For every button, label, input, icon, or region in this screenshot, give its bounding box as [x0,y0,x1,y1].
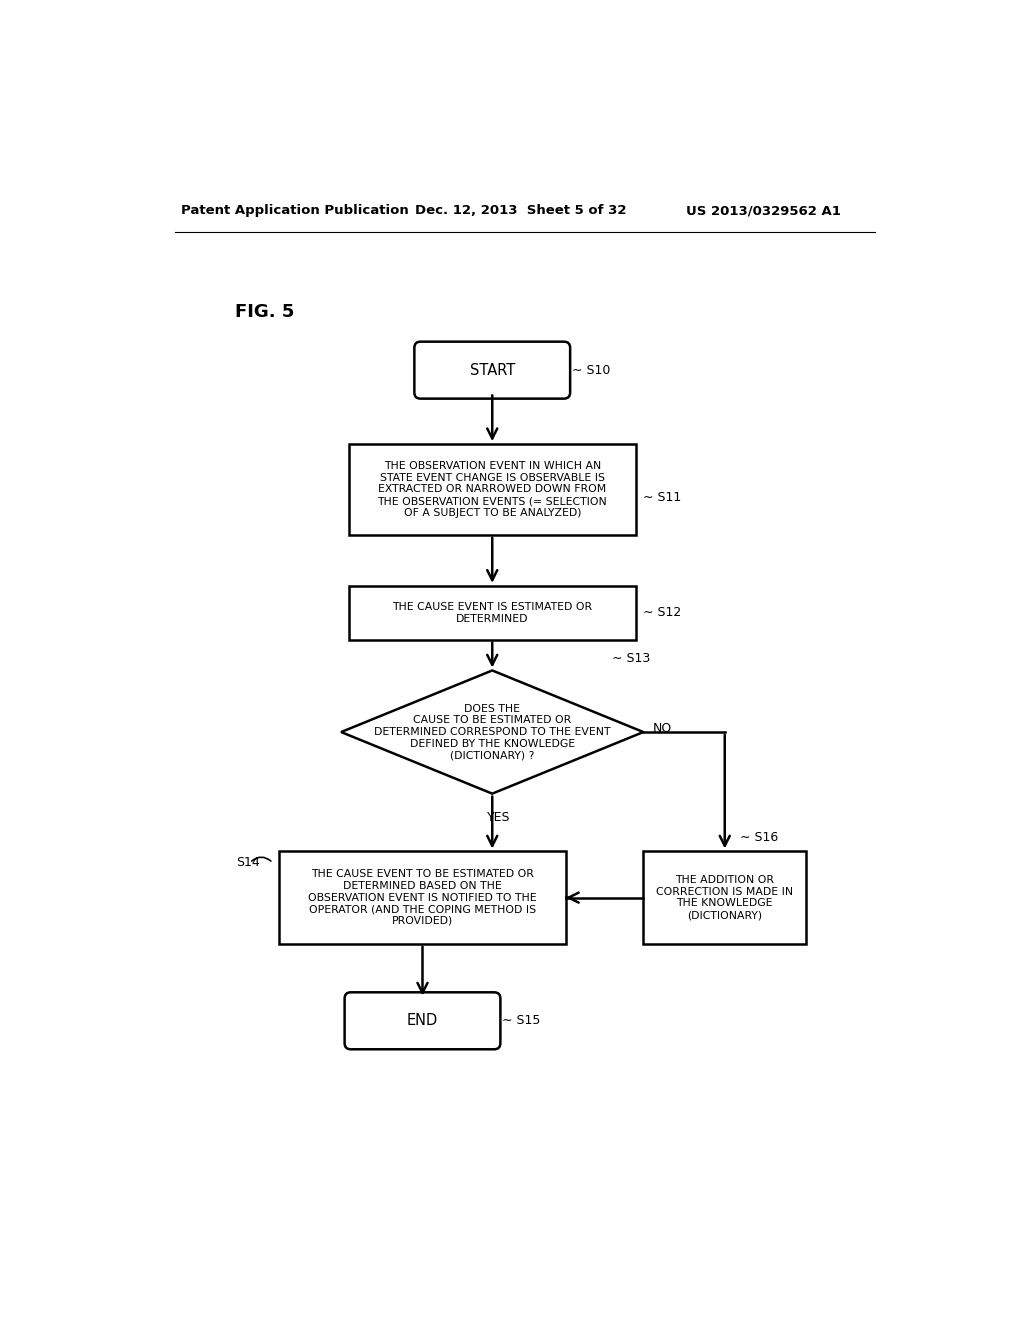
Text: THE CAUSE EVENT TO BE ESTIMATED OR
DETERMINED BASED ON THE
OBSERVATION EVENT IS : THE CAUSE EVENT TO BE ESTIMATED OR DETER… [308,870,537,925]
Text: ∼ S13: ∼ S13 [612,652,650,665]
Polygon shape [341,671,643,793]
Text: ∼ S16: ∼ S16 [740,832,778,843]
Text: ∼ S10: ∼ S10 [571,363,610,376]
Bar [349,444,636,535]
Text: FIG. 5: FIG. 5 [234,304,294,321]
Text: NO: NO [652,722,672,735]
Text: END: END [407,1014,438,1028]
Text: DOES THE
CAUSE TO BE ESTIMATED OR
DETERMINED CORRESPOND TO THE EVENT
DEFINED BY : DOES THE CAUSE TO BE ESTIMATED OR DETERM… [374,704,610,760]
Text: YES: YES [486,810,510,824]
FancyBboxPatch shape [415,342,570,399]
Text: THE CAUSE EVENT IS ESTIMATED OR
DETERMINED: THE CAUSE EVENT IS ESTIMATED OR DETERMIN… [392,602,592,623]
FancyBboxPatch shape [345,993,501,1049]
Text: ∼ S15: ∼ S15 [502,1014,541,1027]
Text: ∼ S11: ∼ S11 [643,491,682,504]
Text: US 2013/0329562 A1: US 2013/0329562 A1 [686,205,841,218]
Text: THE ADDITION OR
CORRECTION IS MADE IN
THE KNOWLEDGE
(DICTIONARY): THE ADDITION OR CORRECTION IS MADE IN TH… [656,875,794,920]
Text: Patent Application Publication: Patent Application Publication [180,205,409,218]
Text: THE OBSERVATION EVENT IN WHICH AN
STATE EVENT CHANGE IS OBSERVABLE IS
EXTRACTED : THE OBSERVATION EVENT IN WHICH AN STATE … [378,461,607,517]
Text: START: START [470,363,515,378]
Text: Dec. 12, 2013  Sheet 5 of 32: Dec. 12, 2013 Sheet 5 of 32 [415,205,627,218]
Text: S14: S14 [237,857,260,870]
Text: ∼ S12: ∼ S12 [643,606,682,619]
Bar [643,851,806,944]
Bar [280,851,566,944]
Bar [349,586,636,640]
